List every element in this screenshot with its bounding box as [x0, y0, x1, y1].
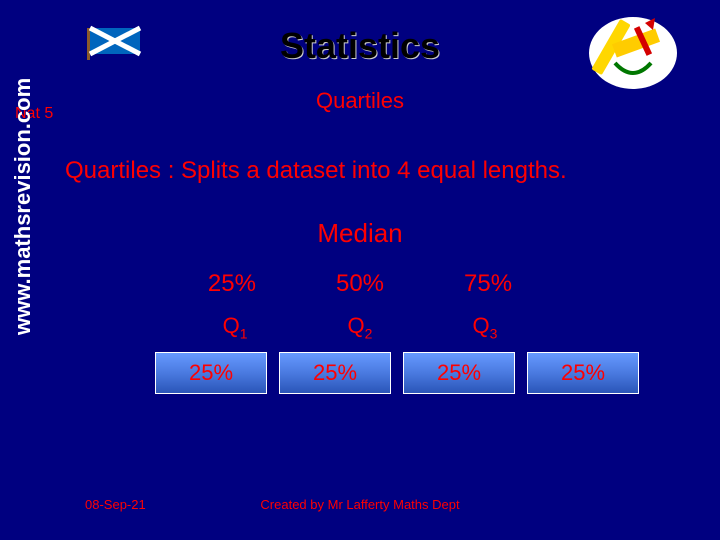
definition-text: Quartiles : Splits a dataset into 4 equa… — [65, 157, 710, 185]
slide-subtitle: Quartiles — [0, 88, 720, 114]
quartile-box: 25% — [279, 352, 391, 394]
perc-25: 25% — [208, 270, 256, 298]
q1-label: Q1 — [223, 313, 248, 341]
quartile-box: 25% — [155, 352, 267, 394]
q2-label: Q2 — [348, 313, 373, 341]
quartile-boxes: 25% 25% 25% 25% — [155, 352, 639, 394]
quartile-box: 25% — [403, 352, 515, 394]
percentage-row: 25% 50% 75% — [0, 270, 720, 298]
perc-75: 75% — [464, 270, 512, 298]
footer-credit: Created by Mr Lafferty Maths Dept — [0, 497, 720, 512]
slide-title: Statistics — [0, 25, 720, 67]
quartile-labels-row: Q1 Q2 Q3 — [0, 313, 720, 341]
median-label: Median — [0, 218, 720, 249]
quartile-box: 25% — [527, 352, 639, 394]
q3-label: Q3 — [472, 313, 497, 341]
perc-50: 50% — [336, 270, 384, 298]
